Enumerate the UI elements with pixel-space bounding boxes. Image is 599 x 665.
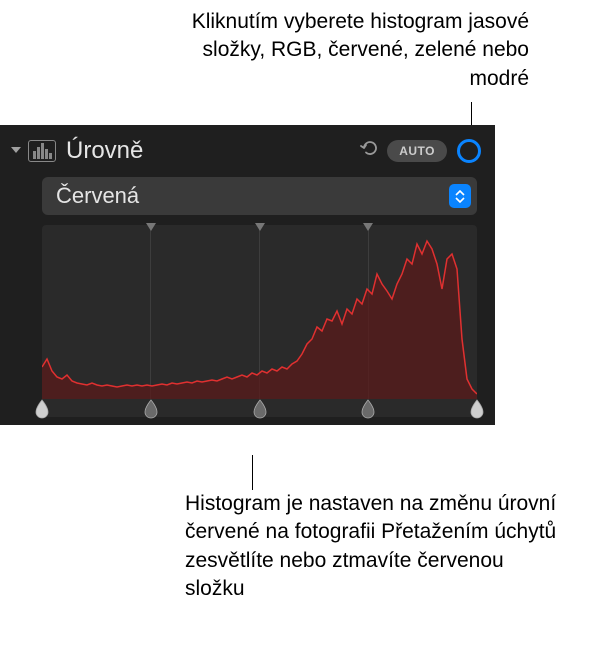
levels-panel: Úrovně AUTO Červená bbox=[0, 125, 495, 425]
histogram-container bbox=[42, 225, 477, 417]
callout-bottom-line bbox=[252, 455, 253, 490]
panel-header: Úrovně AUTO bbox=[0, 125, 495, 173]
level-handle[interactable] bbox=[34, 399, 50, 419]
levels-icon bbox=[28, 140, 56, 162]
level-handle[interactable] bbox=[143, 399, 159, 419]
enable-ring-icon[interactable] bbox=[457, 139, 481, 163]
channel-dropdown[interactable]: Červená bbox=[42, 177, 477, 215]
disclosure-triangle-icon[interactable] bbox=[10, 143, 22, 159]
reset-icon[interactable] bbox=[359, 138, 379, 164]
callout-top-text: Kliknutím vyberete histogram jasové slož… bbox=[149, 8, 529, 93]
dropdown-selected-label: Červená bbox=[56, 183, 449, 209]
panel-title: Úrovně bbox=[66, 137, 359, 165]
level-handle[interactable] bbox=[469, 399, 485, 419]
histogram-chart bbox=[42, 225, 477, 399]
bottom-handles bbox=[42, 399, 477, 421]
auto-button[interactable]: AUTO bbox=[387, 140, 447, 162]
callout-bottom-text: Histogram je nastaven na změnu úrovní če… bbox=[185, 490, 565, 603]
level-handle[interactable] bbox=[360, 399, 376, 419]
level-handle[interactable] bbox=[252, 399, 268, 419]
dropdown-arrows-icon bbox=[449, 184, 471, 208]
